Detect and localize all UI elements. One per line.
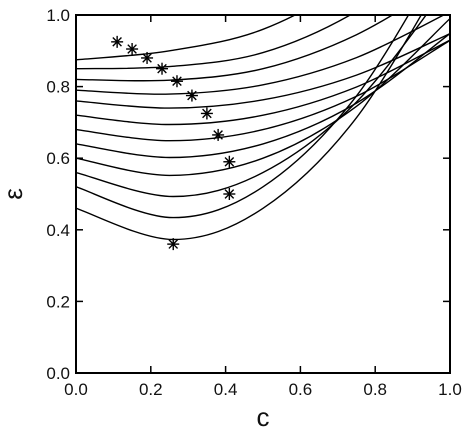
series-line-3 xyxy=(76,15,427,198)
series-line-12 xyxy=(76,15,297,61)
series-line-7 xyxy=(76,39,450,126)
series-line-2 xyxy=(76,15,410,219)
data-point-4 xyxy=(212,128,225,141)
x-tick-label: 0.0 xyxy=(64,380,88,399)
data-point-2 xyxy=(223,188,236,200)
ticks-layer xyxy=(75,14,451,374)
y-tick-label: 0.4 xyxy=(46,221,70,240)
y-tick-label: 1.0 xyxy=(46,6,70,25)
series-line-4 xyxy=(76,18,450,177)
data-point-10 xyxy=(126,43,139,56)
series-line-9 xyxy=(76,15,446,95)
y-tick-label: 0.6 xyxy=(46,149,70,168)
data-point-3 xyxy=(223,155,236,168)
series-line-10 xyxy=(76,15,394,82)
tick-labels-layer: 0.0 0.2 0.4 0.6 0.8 1.0 0.0 0.2 0.4 0.6 0.8 1.0 xyxy=(46,6,461,399)
curves-layer xyxy=(76,15,450,241)
plot-frame xyxy=(75,14,451,374)
y-axis-label: ε xyxy=(0,188,28,200)
data-point-8 xyxy=(156,62,169,75)
y-tick-label: 0.0 xyxy=(46,364,70,383)
data-point-11 xyxy=(111,35,124,48)
x-tick-label: 0.8 xyxy=(363,380,387,399)
y-tick-label: 0.2 xyxy=(46,292,70,311)
x-axis-label: c xyxy=(257,402,270,432)
series-line-11 xyxy=(76,15,352,70)
series-line-5 xyxy=(76,33,450,159)
data-point-5 xyxy=(200,107,213,120)
x-tick-label: 1.0 xyxy=(438,380,462,399)
series-line-1 xyxy=(76,15,423,241)
series-line-6 xyxy=(76,39,450,142)
x-tick-label: 0.2 xyxy=(139,380,163,399)
data-point-9 xyxy=(141,51,154,64)
markers-layer xyxy=(111,35,236,251)
x-tick-label: 0.4 xyxy=(214,380,238,399)
data-point-7 xyxy=(170,75,183,88)
x-tick-label: 0.6 xyxy=(289,380,313,399)
data-point-1 xyxy=(167,238,180,251)
data-point-6 xyxy=(185,89,198,102)
y-tick-label: 0.8 xyxy=(46,78,70,97)
series-line-8 xyxy=(76,32,450,109)
